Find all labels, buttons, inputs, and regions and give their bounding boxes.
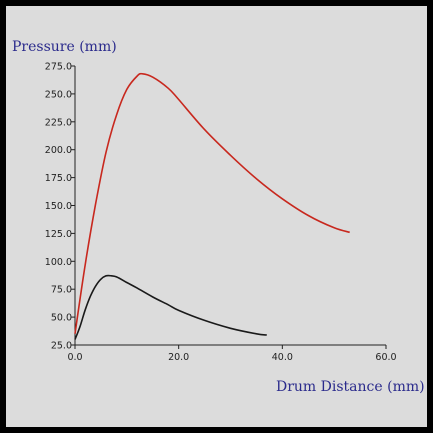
series-line-black <box>74 274 267 340</box>
y-tick-label: 75.0 <box>51 285 72 296</box>
series-group <box>74 72 350 340</box>
y-tick-label: 25.0 <box>51 341 72 352</box>
y-ticks: 25.0 50.0 75.0 100.0 125.0 150.0 175.0 200.0 225… <box>45 62 75 352</box>
axes <box>74 66 386 346</box>
y-tick-label: 150.0 <box>45 201 72 212</box>
x-ticks: 0.0 20.0 40.0 60.0 <box>67 345 397 363</box>
y-axis-title: Pressure (mm) <box>12 39 117 55</box>
y-tick-label: 125.0 <box>45 229 72 240</box>
y-tick-label: 50.0 <box>51 313 72 324</box>
y-tick-label: 100.0 <box>45 257 72 268</box>
y-tick-label: 175.0 <box>45 173 72 184</box>
x-tick-label: 0.0 <box>67 352 82 363</box>
y-tick-label: 200.0 <box>45 145 72 156</box>
chart-panel <box>6 6 427 427</box>
x-axis-title: Drum Distance (mm) <box>276 379 425 395</box>
y-tick-label: 225.0 <box>45 117 72 128</box>
x-tick-label: 40.0 <box>272 352 293 363</box>
y-tick-label: 250.0 <box>45 89 72 100</box>
series-line-red <box>74 72 350 334</box>
x-tick-label: 60.0 <box>375 352 396 363</box>
y-tick-label: 275.0 <box>45 62 72 73</box>
x-tick-label: 20.0 <box>168 352 189 363</box>
